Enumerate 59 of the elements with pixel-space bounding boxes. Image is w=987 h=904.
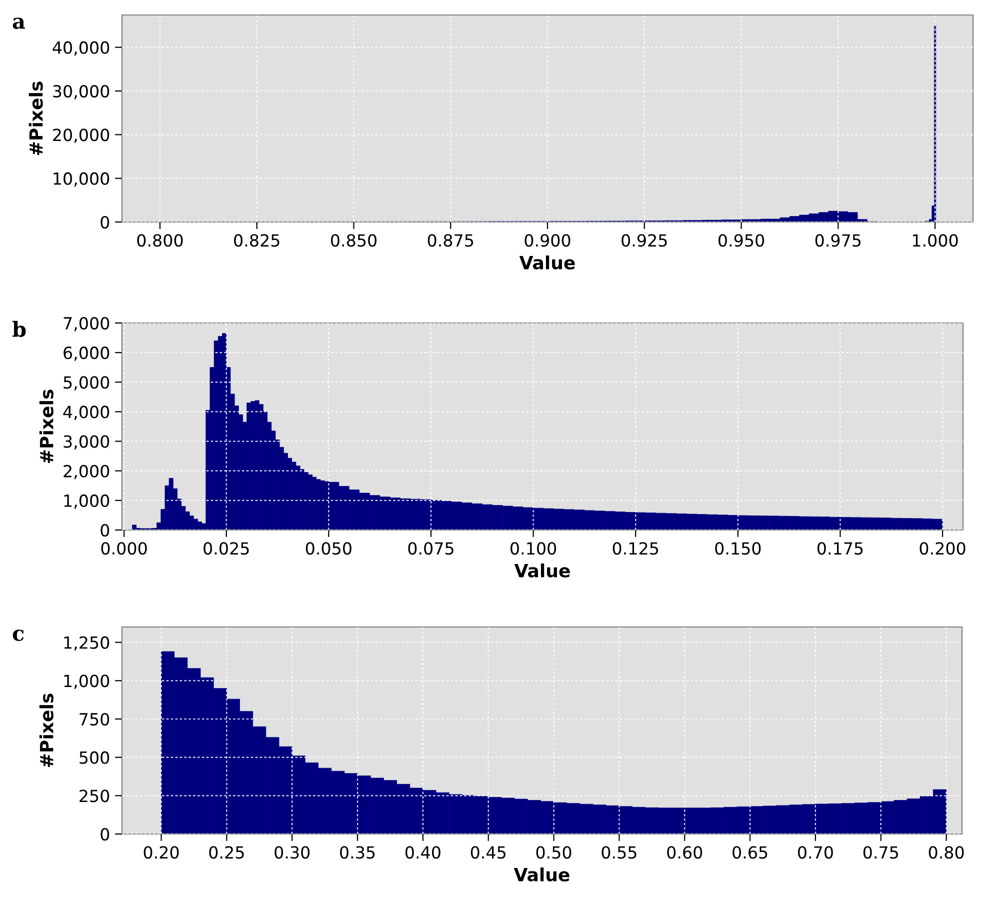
- y-tick-label: 750: [80, 712, 110, 726]
- x-tick-label: 0.800: [137, 234, 183, 247]
- y-tick-label: 500: [80, 751, 110, 764]
- x-tick-label: 0.975: [815, 234, 861, 247]
- x-tick-label: 0.30: [274, 846, 310, 859]
- x-tick-label: 0.45: [470, 846, 506, 859]
- x-tick-label: 0.35: [340, 846, 375, 859]
- y-tick-label: 1,000: [64, 494, 110, 509]
- chart-title: b: [12, 320, 26, 338]
- x-tick-label: 0.000: [101, 542, 147, 555]
- y-tick-label: 3,000: [64, 435, 110, 450]
- x-tick-label: 0.125: [612, 542, 658, 555]
- y-tick-label: 10,000: [54, 172, 110, 187]
- y-axis-title: #Pixels: [28, 82, 43, 155]
- y-tick-label: 6,000: [64, 346, 110, 361]
- x-tick-label: 0.075: [408, 542, 454, 555]
- x-tick-label: 0.70: [798, 846, 833, 859]
- x-tick-label: 0.850: [330, 234, 376, 247]
- x-tick-label: 0.150: [715, 542, 761, 555]
- x-tick-label: 0.40: [405, 846, 440, 859]
- y-axis-title: #Pixels: [39, 390, 54, 463]
- x-tick-label: 1.000: [912, 234, 958, 247]
- x-axis-title: Value: [514, 563, 570, 578]
- x-tick-label: 0.825: [234, 234, 280, 247]
- x-tick-label: 0.65: [732, 846, 768, 859]
- x-tick-label: 0.55: [602, 846, 636, 859]
- x-tick-label: 0.175: [817, 542, 863, 555]
- y-tick-label: 0: [100, 524, 110, 537]
- x-tick-label: 0.20: [144, 846, 179, 859]
- x-tick-label: 0.100: [510, 542, 556, 555]
- x-tick-label: 0.200: [920, 542, 966, 555]
- y-tick-label: 0: [100, 216, 110, 229]
- x-tick-label: 0.925: [622, 234, 667, 247]
- y-tick-label: 2,000: [64, 464, 110, 480]
- x-tick-label: 0.50: [536, 846, 572, 859]
- y-tick-label: 30,000: [53, 84, 110, 100]
- chart-title: c: [12, 630, 24, 642]
- chart-title: a: [12, 18, 26, 30]
- x-tick-label: 0.900: [524, 234, 570, 247]
- x-tick-label: 0.050: [306, 542, 352, 555]
- x-tick-label: 0.875: [428, 234, 474, 247]
- x-tick-label: 0.60: [667, 846, 702, 859]
- y-tick-label: 1,000: [64, 674, 110, 689]
- y-tick-label: 250: [80, 790, 110, 802]
- y-tick-label: 7,000: [64, 316, 110, 332]
- y-tick-label: 40,000: [52, 41, 110, 56]
- x-tick-label: 0.025: [204, 542, 249, 555]
- y-axis-title: #Pixels: [39, 694, 54, 767]
- x-tick-label: 0.80: [928, 846, 964, 859]
- x-axis-title: Value: [514, 867, 570, 882]
- y-tick-label: 5,000: [64, 376, 110, 390]
- x-tick-label: 0.25: [209, 846, 244, 859]
- x-tick-label: 0.75: [863, 846, 898, 859]
- y-tick-label: 1,250: [64, 636, 110, 651]
- x-tick-label: 0.950: [718, 234, 764, 247]
- x-axis-title: Value: [519, 255, 575, 270]
- y-tick-label: 20,000: [53, 128, 110, 143]
- y-tick-label: 4,000: [63, 406, 110, 420]
- y-tick-label: 0: [100, 828, 110, 841]
